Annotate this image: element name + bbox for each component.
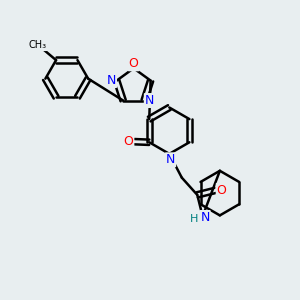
Text: N: N xyxy=(145,94,154,107)
Text: O: O xyxy=(129,57,139,70)
Text: N: N xyxy=(200,211,210,224)
Text: H: H xyxy=(190,214,198,224)
Text: O: O xyxy=(124,135,134,148)
Text: N: N xyxy=(166,153,175,166)
Text: CH₃: CH₃ xyxy=(28,40,47,50)
Text: O: O xyxy=(217,184,226,197)
Text: N: N xyxy=(107,74,116,87)
